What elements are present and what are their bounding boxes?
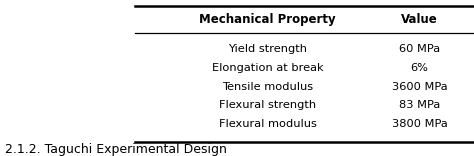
Text: Elongation at break: Elongation at break: [212, 63, 324, 73]
Text: 83 MPa: 83 MPa: [399, 100, 440, 110]
Text: 60 MPa: 60 MPa: [399, 44, 440, 54]
Text: Flexural strength: Flexural strength: [219, 100, 316, 110]
Text: Yield strength: Yield strength: [228, 44, 307, 54]
Text: Value: Value: [401, 13, 438, 26]
Text: 2.1.2. Taguchi Experimental Design: 2.1.2. Taguchi Experimental Design: [5, 143, 227, 156]
Text: 3600 MPa: 3600 MPa: [392, 82, 447, 92]
Text: Tensile modulus: Tensile modulus: [222, 82, 313, 92]
Text: 6%: 6%: [410, 63, 428, 73]
Text: Mechanical Property: Mechanical Property: [200, 13, 336, 26]
Text: 3800 MPa: 3800 MPa: [392, 119, 447, 129]
Text: Flexural modulus: Flexural modulus: [219, 119, 317, 129]
